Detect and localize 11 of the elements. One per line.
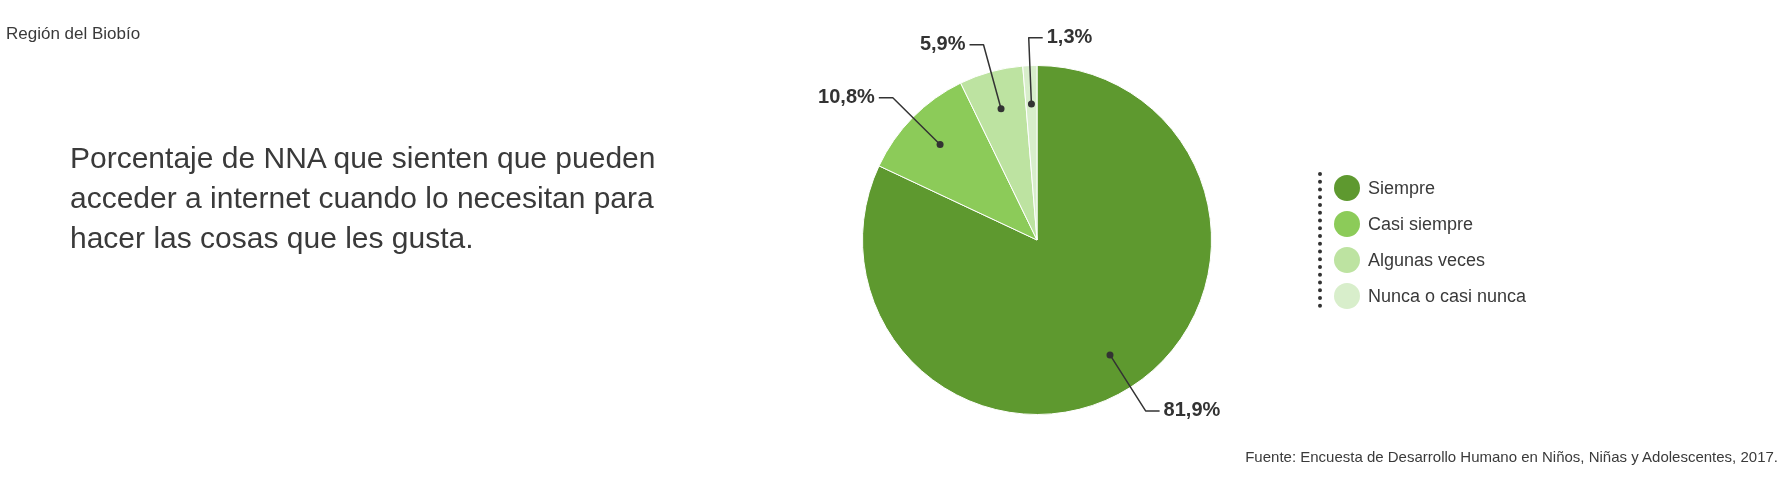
source-note: Fuente: Encuesta de Desarrollo Humano en Niños, Niñas y Adolescentes, 2017. [1245, 448, 1778, 465]
data-label: 10,8% [818, 85, 876, 108]
data-label: 81,9% [1163, 398, 1221, 421]
text: Región del Biobío [6, 24, 141, 44]
legend-label: Casi siempre [1368, 213, 1474, 235]
data-label: 5,9% [919, 32, 966, 55]
data-label: 1,3% [1046, 25, 1093, 48]
legend-label: Algunas veces [1368, 249, 1486, 271]
text: Porcentaje de NNA que sienten que pueden acceder a internet cuando lo necesitan para hacer las cosas que les gusta. [70, 140, 657, 256]
legend-label: Nunca o casi nunca [1368, 285, 1527, 307]
legend-label: Siempre [1368, 177, 1436, 199]
